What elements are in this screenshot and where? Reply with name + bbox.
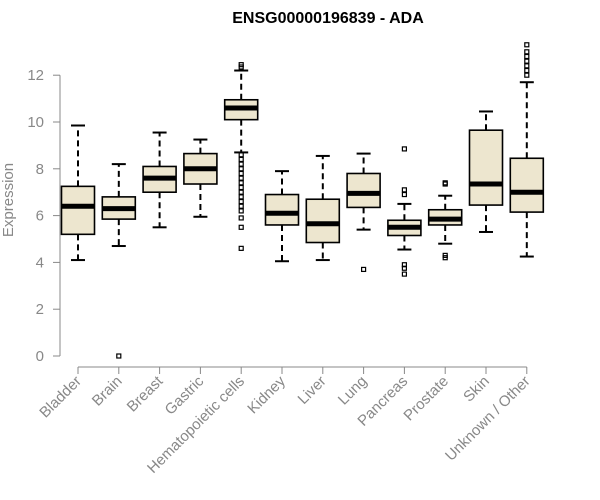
box-4 <box>183 138 218 218</box>
y-tick-label: 8 <box>36 161 44 178</box>
y-tick-label: 12 <box>27 67 44 84</box>
box-6 <box>264 170 300 263</box>
outlier-point <box>524 42 530 48</box>
x-tick-label: Breast <box>124 372 167 415</box>
box-12 <box>509 42 545 258</box>
y-tick-label: 6 <box>36 208 44 225</box>
outlier-point <box>401 271 407 277</box>
outlier-point <box>238 184 244 191</box>
outlier-point <box>116 353 122 359</box>
y-tick-label: 4 <box>36 254 44 271</box>
outlier-point <box>238 170 244 177</box>
outlier-point <box>238 189 244 195</box>
outlier-point <box>401 187 407 193</box>
box-iqr <box>264 193 300 226</box>
outlier-point <box>524 67 530 74</box>
outlier-point <box>238 224 244 230</box>
y-tick-label: 10 <box>27 114 44 131</box>
outlier-point <box>238 180 244 186</box>
box-10 <box>427 180 463 261</box>
x-tick-label: Bladder <box>36 373 85 422</box>
outlier-point <box>401 146 407 152</box>
box-iqr <box>60 185 96 236</box>
box-iqr <box>509 157 545 213</box>
box-iqr <box>468 129 504 206</box>
outlier-point <box>524 53 530 60</box>
outlier-point <box>238 208 244 214</box>
outlier-point <box>238 194 244 200</box>
box-11 <box>468 110 504 233</box>
outlier-point <box>524 58 530 64</box>
outlier-point <box>442 181 448 187</box>
x-tick-label: Prostate <box>400 373 452 425</box>
outlier-point <box>524 63 530 69</box>
box-iqr <box>305 198 341 244</box>
x-tick-label: Lung <box>335 373 371 409</box>
outlier-point <box>401 265 407 271</box>
outlier-point <box>238 152 244 158</box>
outlier-point <box>238 64 244 70</box>
outlier-point <box>238 203 244 209</box>
y-tick-label: 2 <box>36 301 44 318</box>
box-9 <box>387 146 422 277</box>
y-tick-label: 0 <box>36 348 44 365</box>
chart-title: ENSG00000196839 - ADA <box>232 10 424 27</box>
box-2 <box>101 163 137 359</box>
box-iqr <box>346 172 381 209</box>
outlier-point <box>238 215 244 221</box>
outlier-point <box>401 191 407 198</box>
y-axis-label: Expression <box>0 163 17 237</box>
outlier-point <box>524 72 530 78</box>
outlier-point <box>442 255 448 261</box>
x-tick-label: Brain <box>89 373 126 410</box>
outlier-point <box>524 49 530 55</box>
box-3 <box>142 131 177 229</box>
outlier-point <box>238 161 244 167</box>
outlier-point <box>238 175 244 181</box>
box-5 <box>223 62 259 251</box>
x-tick-label: Liver <box>295 373 330 408</box>
outlier-point <box>238 198 244 205</box>
boxes-group <box>60 42 545 359</box>
x-tick-label: Skin <box>460 373 493 406</box>
outlier-point <box>361 266 367 273</box>
box-8 <box>346 152 381 273</box>
box-7 <box>305 154 341 262</box>
x-tick-label: Kidney <box>244 372 289 417</box>
outlier-point <box>238 245 244 251</box>
outlier-point <box>238 166 244 172</box>
y-axis: 0 2 4 6 8 10 12 <box>27 67 61 365</box>
box-1 <box>60 124 96 262</box>
outlier-point <box>238 156 244 163</box>
